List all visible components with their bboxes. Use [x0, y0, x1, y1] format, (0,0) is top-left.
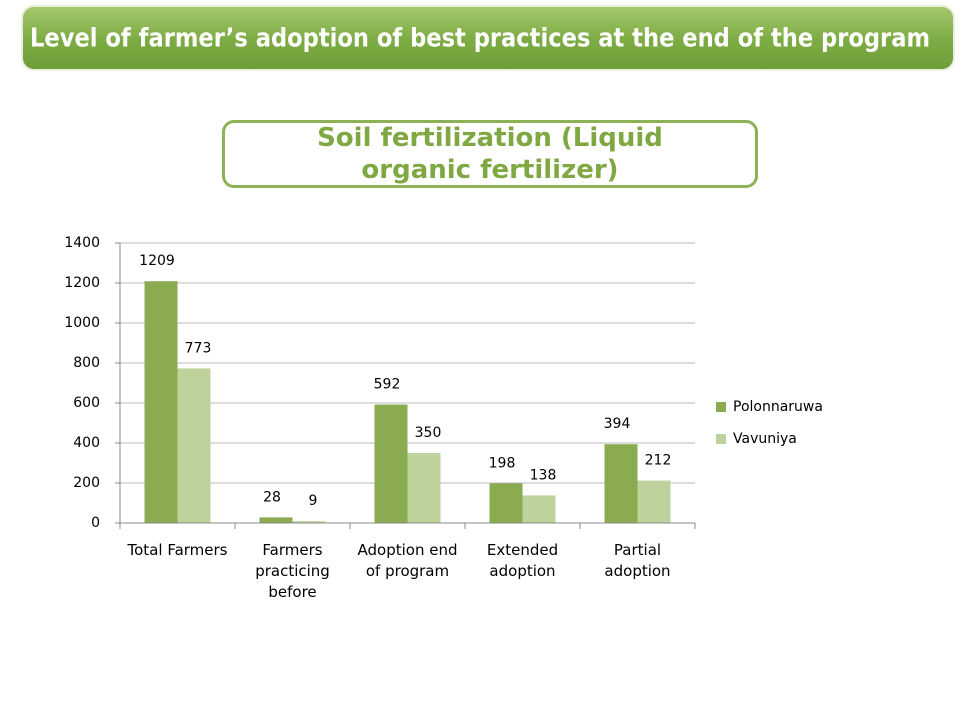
bar: [489, 483, 523, 523]
bar: [637, 480, 671, 523]
value-label: 350: [415, 425, 442, 441]
bar: [522, 495, 556, 523]
legend-swatch: [716, 402, 726, 412]
y-tick-label: 1400: [64, 235, 100, 251]
legend-label: Polonnaruwa: [733, 399, 823, 415]
value-label: 28: [263, 489, 281, 505]
bar: [374, 404, 408, 523]
value-label: 138: [530, 467, 557, 483]
y-tick-label: 1000: [64, 315, 100, 331]
bar: [177, 368, 211, 523]
y-tick-label: 800: [73, 355, 100, 371]
x-tick-label: Total Farmers: [127, 541, 228, 559]
bar: [144, 281, 178, 523]
value-label: 394: [604, 416, 631, 432]
chart-subtitle: Soil fertilization (Liquid organic ferti…: [222, 120, 758, 188]
value-label: 773: [185, 340, 212, 356]
x-tick-label: Partial adoption: [604, 541, 671, 580]
x-tick-label: Extended adoption: [486, 541, 559, 580]
value-label: 9: [309, 493, 318, 509]
x-tick-label: Farmers practicing before: [255, 541, 330, 601]
y-tick-label: 200: [73, 475, 100, 491]
legend-label: Vavuniya: [733, 431, 797, 447]
y-tick-label: 0: [91, 515, 100, 531]
bar: [292, 521, 326, 523]
title-banner: [21, 5, 955, 71]
y-tick-label: 600: [73, 395, 100, 411]
value-label: 592: [374, 377, 401, 393]
value-label: 1209: [139, 253, 175, 269]
slide-title: Level of farmer’s adoption of best pract…: [30, 24, 930, 54]
bar: [407, 453, 441, 523]
y-tick-label: 400: [73, 435, 100, 451]
x-tick-label: Adoption end of program: [357, 541, 458, 580]
legend-swatch: [716, 434, 726, 444]
bar: [259, 517, 293, 523]
value-label: 198: [489, 455, 516, 471]
y-tick-label: 1200: [64, 275, 100, 291]
bar: [604, 444, 638, 523]
value-label: 212: [645, 453, 672, 469]
